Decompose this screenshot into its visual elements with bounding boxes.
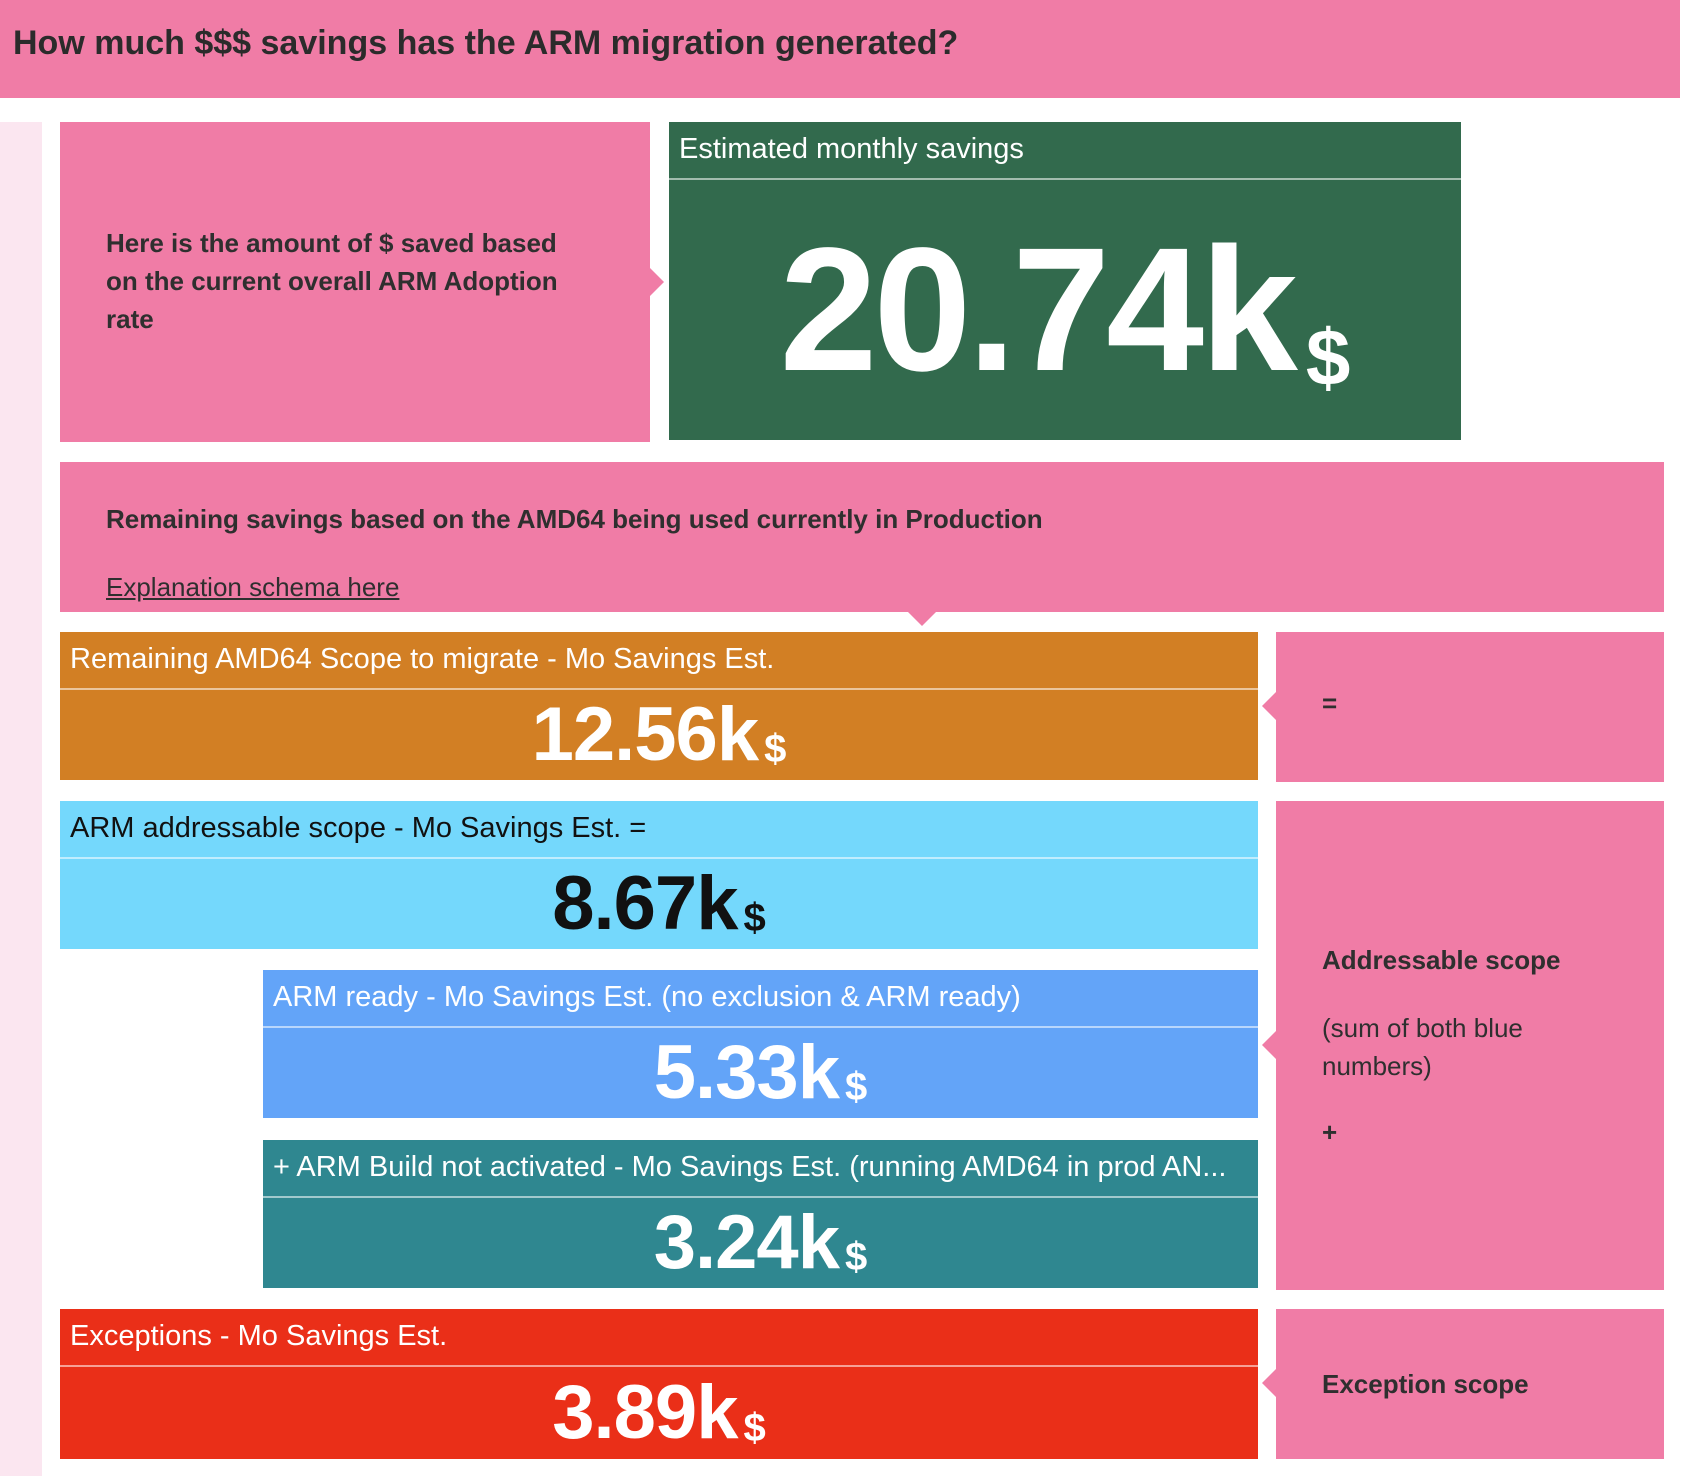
value-number: 3.89k (552, 1370, 738, 1455)
widget-divider (669, 178, 1461, 180)
addressable-scope-pointer (1262, 1031, 1276, 1059)
dashboard-header: How much $$$ savings has the ARM migrati… (0, 0, 1680, 98)
value-unit: $ (743, 896, 766, 940)
exceptions-widget[interactable]: Exceptions - Mo Savings Est. 3.89k $ (60, 1309, 1258, 1459)
remaining-note-pointer (908, 612, 936, 626)
dashboard-title: How much $$$ savings has the ARM migrati… (13, 24, 959, 62)
addressable-scope-title: Addressable scope (1322, 945, 1561, 975)
exceptions-value: 3.89k $ (60, 1367, 1258, 1459)
intro-note-text: Here is the amount of $ saved based on t… (106, 228, 558, 334)
widget-divider (60, 857, 1258, 859)
value-number: 20.74k (779, 212, 1298, 408)
remaining-savings-note: Remaining savings based on the AMD64 bei… (60, 462, 1664, 626)
exception-scope-pointer (1262, 1369, 1276, 1397)
arm-build-not-activated-value: 3.24k $ (263, 1198, 1258, 1288)
arm-ready-value: 5.33k $ (263, 1028, 1258, 1118)
remaining-savings-text: Remaining savings based on the AMD64 bei… (106, 504, 1043, 534)
value-number: 3.24k (653, 1200, 840, 1285)
equals-note-text: = (1322, 688, 1338, 718)
widget-divider (60, 688, 1258, 690)
estimated-monthly-savings-widget[interactable]: Estimated monthly savings 20.74k $ (669, 122, 1461, 440)
exceptions-title: Exceptions - Mo Savings Est. (70, 1320, 448, 1352)
value-number: 12.56k (531, 692, 759, 777)
remaining-amd64-widget[interactable]: Remaining AMD64 Scope to migrate - Mo Sa… (60, 632, 1258, 780)
addressable-scope-note: Addressable scope (sum of both blue numb… (1262, 801, 1664, 1290)
arm-ready-title: ARM ready - Mo Savings Est. (no exclusio… (273, 981, 1021, 1013)
value-number: 5.33k (653, 1030, 840, 1115)
addressable-scope-plus: + (1322, 1117, 1338, 1147)
remaining-amd64-value: 12.56k $ (60, 690, 1258, 780)
arm-addressable-title: ARM addressable scope - Mo Savings Est. … (70, 812, 647, 844)
left-margin-strip (0, 122, 42, 1476)
explanation-schema-link[interactable]: Explanation schema here (106, 572, 400, 602)
value-unit: $ (743, 1406, 766, 1450)
value-unit: $ (844, 1235, 868, 1279)
intro-note-pointer (650, 268, 664, 296)
intro-note: Here is the amount of $ saved based on t… (60, 122, 664, 442)
value-unit: $ (844, 1065, 868, 1109)
estimated-monthly-savings-value: 20.74k $ (669, 180, 1461, 440)
arm-addressable-value: 8.67k $ (60, 859, 1258, 949)
exception-scope-note: Exception scope (1262, 1309, 1664, 1459)
widget-divider (60, 1365, 1258, 1367)
remaining-amd64-title: Remaining AMD64 Scope to migrate - Mo Sa… (70, 643, 775, 675)
exception-scope-title: Exception scope (1322, 1369, 1529, 1399)
value-unit: $ (764, 727, 787, 771)
value-number: 8.67k (552, 861, 738, 946)
arm-ready-widget[interactable]: ARM ready - Mo Savings Est. (no exclusio… (263, 970, 1258, 1118)
estimated-monthly-savings-title: Estimated monthly savings (679, 133, 1024, 165)
equals-note-pointer (1262, 692, 1276, 720)
widget-divider (263, 1026, 1258, 1028)
addressable-scope-subtitle: (sum of both blue numbers) (1322, 1013, 1523, 1081)
value-unit: $ (1305, 313, 1351, 402)
arm-addressable-widget[interactable]: ARM addressable scope - Mo Savings Est. … (60, 801, 1258, 949)
widget-divider (263, 1196, 1258, 1198)
arm-build-not-activated-title: + ARM Build not activated - Mo Savings E… (273, 1151, 1227, 1183)
equals-note: = (1262, 632, 1664, 782)
arm-build-not-activated-widget[interactable]: + ARM Build not activated - Mo Savings E… (263, 1140, 1258, 1288)
